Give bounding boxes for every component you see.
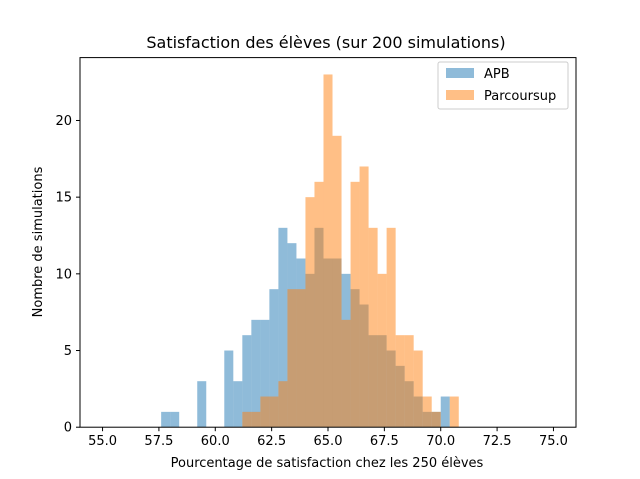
y-tick-label: 20: [55, 114, 72, 129]
bar-apb-6: [251, 319, 261, 428]
chart-title: Satisfaction des élèves (sur 200 simulat…: [146, 33, 505, 52]
y-tick-label: 15: [55, 191, 72, 206]
bar-parcoursup-8: [314, 181, 324, 428]
legend-swatch-parcoursup: [446, 90, 474, 100]
bar-parcoursup-17: [395, 335, 405, 428]
bar-parcoursup-5: [287, 289, 297, 428]
bar-apb-27: [440, 396, 450, 428]
legend-swatch-apb: [446, 68, 474, 78]
bar-parcoursup-7: [305, 197, 315, 428]
x-tick-label: 65.0: [314, 434, 343, 449]
bar-parcoursup-14: [368, 227, 378, 428]
bar-parcoursup-11: [341, 319, 351, 428]
bar-parcoursup-20: [422, 396, 432, 428]
legend: APB Parcoursup: [437, 61, 569, 110]
bar-parcoursup-0: [242, 411, 252, 428]
y-tick-label: 5: [64, 344, 72, 359]
bar-apb-2: [197, 381, 207, 428]
y-axis-label: Nombre de simulations: [31, 166, 46, 317]
x-tick-label: 55.0: [88, 434, 117, 449]
bar-apb-9: [278, 227, 288, 428]
bar-parcoursup-2: [260, 396, 270, 428]
legend-label-parcoursup: Parcoursup: [484, 89, 556, 104]
x-tick-label: 75.0: [539, 434, 568, 449]
bar-parcoursup-13: [359, 166, 369, 428]
bar-apb-0: [161, 411, 171, 428]
y-axis-ticks: 0 5 10 15 20: [55, 114, 80, 436]
bar-apb-5: [242, 335, 252, 428]
bar-parcoursup-15: [377, 273, 387, 428]
bar-parcoursup-21: [431, 411, 441, 428]
bar-parcoursup-6: [296, 289, 306, 428]
bars-group: [161, 74, 459, 428]
bar-parcoursup-10: [332, 135, 342, 428]
x-axis-label: Pourcentage de satisfaction chez les 250…: [171, 456, 484, 471]
bar-parcoursup-18: [404, 335, 414, 428]
y-tick-label: 0: [64, 421, 72, 436]
bar-apb-3: [224, 350, 234, 428]
x-tick-label: 57.5: [144, 434, 173, 449]
x-axis-ticks: 55.0 57.5 60.0 62.5 65.0 67.5 70.0 72.5 75.0: [88, 427, 568, 449]
bar-apb-1: [170, 411, 180, 428]
bar-parcoursup-12: [350, 181, 360, 428]
bar-parcoursup-16: [386, 227, 396, 428]
bar-apb-7: [260, 319, 270, 428]
legend-label-apb: APB: [484, 67, 510, 82]
bar-apb-4: [233, 381, 243, 428]
x-tick-label: 62.5: [257, 434, 286, 449]
bar-parcoursup-23: [449, 396, 459, 428]
x-tick-label: 60.0: [201, 434, 230, 449]
y-tick-label: 10: [55, 267, 72, 282]
x-tick-label: 67.5: [370, 434, 399, 449]
bar-apb-8: [269, 289, 279, 428]
bar-parcoursup-1: [251, 411, 261, 428]
bar-parcoursup-4: [278, 381, 288, 428]
x-tick-label: 72.5: [483, 434, 512, 449]
x-tick-label: 70.0: [426, 434, 455, 449]
bar-parcoursup-19: [413, 350, 423, 428]
bar-parcoursup-3: [269, 396, 279, 428]
bar-parcoursup-9: [323, 74, 333, 428]
